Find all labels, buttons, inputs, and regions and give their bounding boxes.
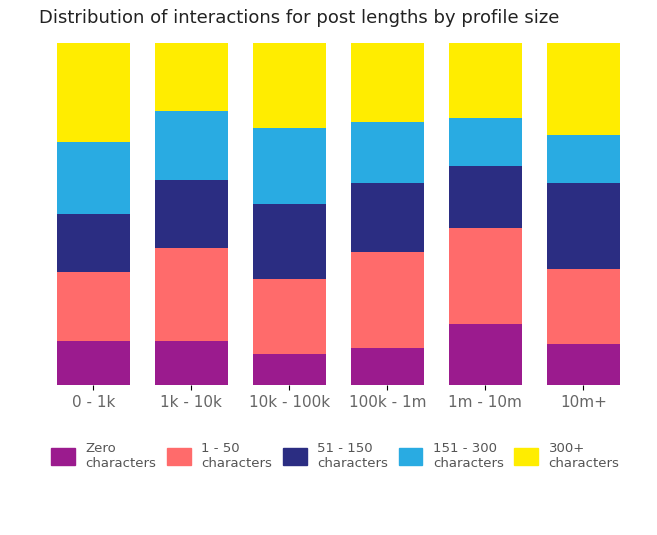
Bar	[154, 341, 228, 385]
Bar	[57, 43, 130, 142]
Bar	[547, 344, 620, 385]
Bar	[57, 341, 130, 385]
Bar	[57, 272, 130, 341]
Bar	[154, 248, 228, 341]
Bar	[449, 324, 522, 385]
Bar	[252, 204, 326, 279]
Bar	[547, 135, 620, 183]
Bar	[351, 183, 424, 251]
Bar	[547, 43, 620, 135]
Legend: Zero
characters, 1 - 50
characters, 51 - 150
characters, 151 - 300
characters, 3: Zero characters, 1 - 50 characters, 51 -…	[46, 437, 625, 475]
Bar	[154, 43, 228, 111]
Bar	[351, 251, 424, 348]
Bar	[547, 269, 620, 344]
Bar	[449, 228, 522, 324]
Bar	[449, 43, 522, 118]
Bar	[252, 354, 326, 385]
Bar	[57, 214, 130, 272]
Bar	[154, 180, 228, 248]
Bar	[252, 128, 326, 204]
Bar	[449, 118, 522, 166]
Bar	[252, 279, 326, 354]
Bar	[351, 121, 424, 183]
Bar	[154, 111, 228, 180]
Bar	[449, 166, 522, 228]
Bar	[547, 183, 620, 269]
Text: Distribution of interactions for post lengths by profile size: Distribution of interactions for post le…	[39, 9, 560, 27]
Bar	[252, 43, 326, 128]
Bar	[351, 348, 424, 385]
Bar	[351, 43, 424, 121]
Bar	[57, 142, 130, 214]
